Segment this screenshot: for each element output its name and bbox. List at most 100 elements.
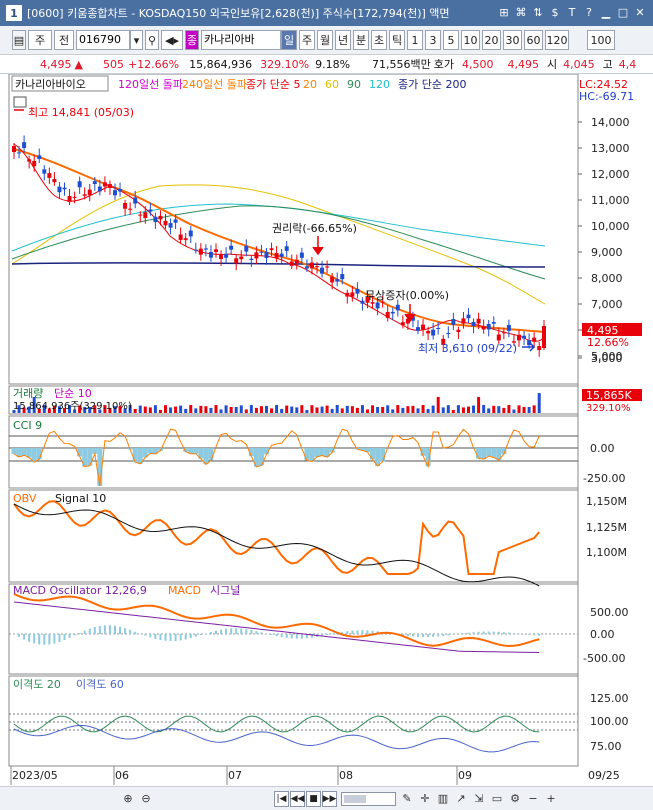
volume-bar (401, 407, 405, 413)
cci-bar (132, 448, 138, 463)
legend-item: 종가 단순 5 (246, 78, 300, 91)
interval-1-button[interactable]: 1 (407, 30, 423, 50)
period-type-select[interactable]: 주 (28, 30, 52, 50)
close-icon[interactable]: ✕ (635, 6, 645, 19)
volume-bar (512, 409, 516, 413)
volume-bar (189, 405, 193, 413)
candle-body (148, 209, 153, 212)
period-week-button[interactable]: 주 (299, 30, 315, 50)
search-icon[interactable]: ⚲ (145, 30, 159, 50)
interval-20-button[interactable]: 20 (482, 30, 501, 50)
maximize-icon[interactable]: □ (617, 6, 629, 19)
interval-120-button[interactable]: 120 (545, 30, 569, 50)
interval-30-button[interactable]: 30 (503, 30, 522, 50)
interval-10-button[interactable]: 10 (461, 30, 480, 50)
stop-button[interactable]: ■ (306, 790, 321, 807)
draw-tool-icon[interactable]: ✎ (402, 792, 412, 805)
period-year-button[interactable]: 년 (335, 30, 351, 50)
candle-body (32, 160, 37, 167)
cci-bar (476, 448, 482, 459)
period-second-button[interactable]: 초 (371, 30, 387, 50)
zoom-in-icon[interactable]: ⊕ (123, 792, 133, 805)
prev-button[interactable]: 전 (54, 30, 74, 50)
period-month-button[interactable]: 월 (317, 30, 333, 50)
interval-3-button[interactable]: 3 (425, 30, 441, 50)
volume-bar (376, 406, 380, 413)
candle-body (491, 322, 496, 324)
fit-icon[interactable]: ⇲ (474, 792, 484, 805)
minus-icon[interactable]: − (528, 792, 538, 805)
cci-bar (501, 448, 507, 455)
volume-bar (522, 406, 526, 413)
cci-bar (309, 448, 315, 462)
candle-body (128, 208, 133, 210)
candle-body (395, 304, 400, 311)
candle-body (385, 311, 390, 318)
chart-scrollbar[interactable] (341, 791, 396, 806)
legend-item: 120 (369, 78, 390, 91)
volume-bar (219, 409, 223, 413)
volume-bars (12, 393, 541, 413)
volume-bar (497, 406, 501, 413)
period-tick-button[interactable]: 틱 (389, 30, 405, 50)
help-icon[interactable]: ? (586, 6, 592, 19)
settings-button[interactable]: ▤ (12, 30, 26, 50)
volume-bar (57, 406, 61, 413)
current-price-tag (582, 323, 642, 336)
scroll-next-button[interactable]: ▶▶ (322, 790, 337, 807)
candle-body (229, 245, 234, 250)
cci-bar (31, 448, 37, 463)
cci-bar (420, 448, 426, 456)
legend-item: 120일선 돌파 (118, 77, 183, 91)
plus-icon[interactable]: + (546, 792, 556, 805)
candle-body (163, 220, 168, 226)
candle-body (234, 258, 239, 264)
badge-jong[interactable]: 종 (185, 30, 199, 50)
candle-body (158, 215, 163, 220)
candle-body (506, 324, 511, 331)
interval-60-button[interactable]: 60 (524, 30, 543, 50)
cci-bar (77, 448, 83, 457)
window-number: 1 (6, 5, 22, 21)
cci-bar (137, 448, 143, 464)
stock-name-field[interactable]: 카나리아바 (201, 30, 281, 50)
lock-icon[interactable]: ▭ (491, 792, 503, 805)
grid-icon[interactable]: ⊞ (499, 6, 509, 19)
code-dropdown-icon[interactable]: ▾ (130, 30, 143, 50)
cci-bar (359, 448, 365, 451)
sound-icon[interactable]: ◀▸ (161, 30, 183, 50)
minimize-icon[interactable]: ▁ (601, 6, 611, 19)
cci-bar (87, 448, 93, 466)
config-icon[interactable]: ⚙ (510, 792, 520, 805)
stock-code-input[interactable]: 016790 (76, 30, 130, 50)
period-minute-button[interactable]: 분 (353, 30, 369, 50)
candle-body (123, 202, 128, 209)
period-day-button[interactable]: 일 (281, 30, 297, 50)
change-percent: +12.66% (127, 57, 180, 71)
crosshair-icon[interactable]: ✛ (420, 792, 430, 805)
scroll-prev-button[interactable]: ◀◀ (290, 790, 305, 807)
bars-icon[interactable]: ▥ (437, 792, 449, 805)
dollar-icon[interactable]: $ (551, 6, 559, 19)
count-input[interactable]: 100 (587, 30, 615, 50)
panel-toggle-icon[interactable] (13, 96, 27, 108)
rights-event-arrow (312, 236, 324, 256)
cci-bar (370, 448, 376, 460)
swap-icon[interactable]: ⇅ (533, 6, 543, 19)
link-icon[interactable]: ⌘ (515, 6, 527, 19)
scroll-first-button[interactable]: |◀ (274, 790, 289, 807)
trend-icon[interactable]: ↗ (456, 792, 466, 805)
candle-body (527, 340, 532, 346)
candle-body (264, 252, 269, 259)
high-price-label: 최고 14,841 (05/03) (28, 106, 134, 119)
t-icon[interactable]: T (568, 6, 576, 19)
candle-body (340, 274, 345, 280)
interval-5-button[interactable]: 5 (443, 30, 459, 50)
volume-bar (396, 405, 400, 413)
zoom-out-icon[interactable]: ⊖ (141, 792, 151, 805)
volume-bar (17, 405, 21, 413)
obv-axis-2: 1,100M (586, 546, 627, 559)
candle-body (284, 246, 289, 251)
chart-area[interactable]: 14,000 13,000 12,000 11,000 10,000 9,000 8,000… (0, 73, 653, 786)
scroll-thumb[interactable] (344, 794, 366, 803)
